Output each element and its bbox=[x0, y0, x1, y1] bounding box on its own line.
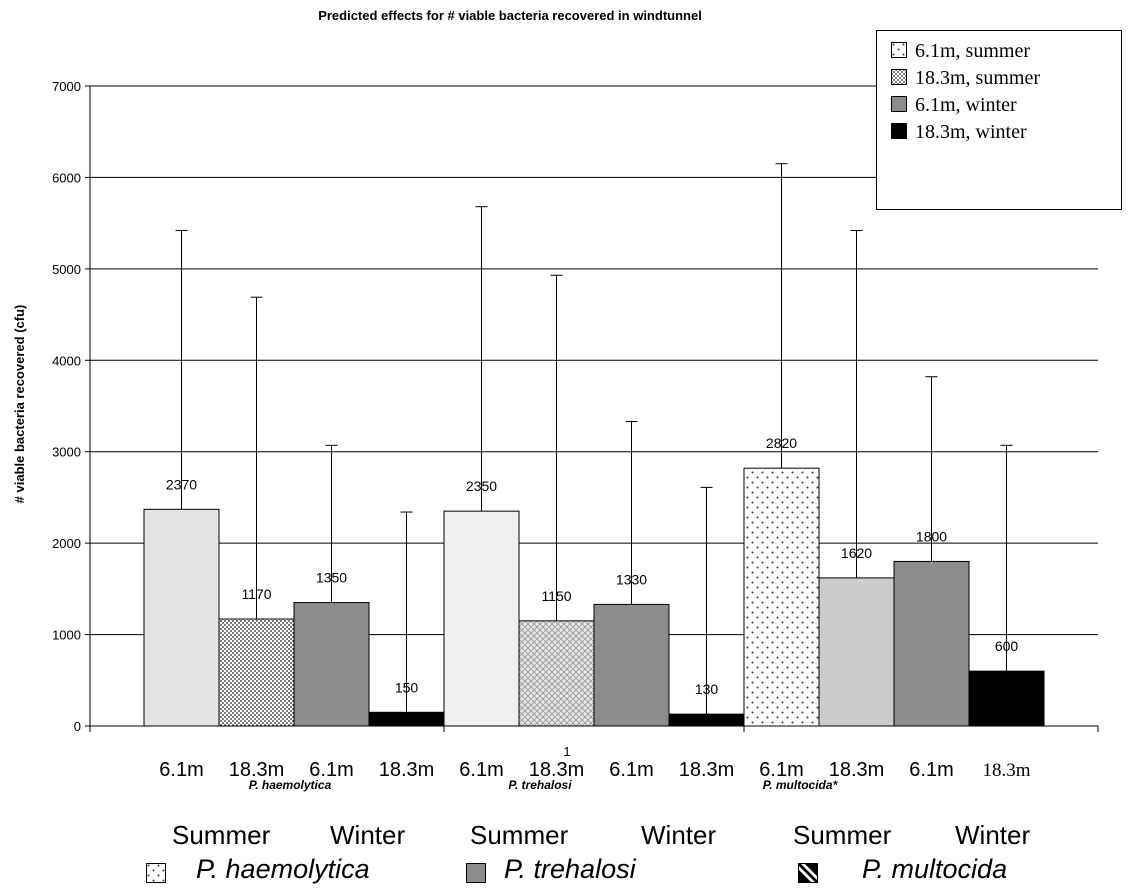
species-legend-row: P. haemolytica P. trehalosi P. multocida bbox=[0, 854, 1128, 888]
bar bbox=[818, 577, 895, 727]
x-tick-label: 18.3m bbox=[679, 759, 735, 781]
legend-swatch-dense-dots bbox=[891, 69, 907, 85]
bar bbox=[143, 508, 220, 727]
bars bbox=[143, 467, 1045, 727]
group-label: P. trehalosi bbox=[508, 778, 572, 792]
bar bbox=[893, 560, 970, 727]
species-swatch-diagonal bbox=[798, 863, 818, 883]
x-tick-label: 18.3m bbox=[229, 759, 285, 781]
y-axis-label: # viable bacteria recovered (cfu) bbox=[12, 305, 27, 504]
season-label-summer: Summer bbox=[793, 820, 892, 850]
group-label: P. haemolytica bbox=[249, 778, 332, 792]
y-tick-label: 1000 bbox=[52, 628, 81, 643]
legend-item-18-3m-summer: 18.3m, summer bbox=[877, 66, 1123, 90]
x-tick-label: 18.3m bbox=[379, 759, 435, 781]
bar bbox=[743, 467, 820, 727]
x-tick-label: 6.1m bbox=[309, 759, 353, 781]
bar bbox=[293, 602, 370, 727]
group-label: P. multocida* bbox=[763, 778, 839, 792]
data-label: 600 bbox=[995, 638, 1019, 654]
season-label-winter: Winter bbox=[955, 820, 1031, 850]
species-swatch-sparse-dots bbox=[146, 863, 166, 883]
x-tick-label: 6.1m bbox=[159, 759, 203, 781]
data-label: 2370 bbox=[166, 476, 197, 492]
y-tick-label: 7000 bbox=[52, 79, 81, 94]
x-axis-midpoint-label: 1 bbox=[563, 744, 570, 759]
bar bbox=[968, 670, 1045, 727]
y-tick-label: 3000 bbox=[52, 445, 81, 460]
bar bbox=[443, 510, 520, 727]
chart-title: Predicted effects for # viable bacteria … bbox=[318, 8, 702, 23]
error-bars bbox=[175, 163, 1013, 715]
y-tick-label: 2000 bbox=[52, 536, 81, 551]
x-tick-label: 6.1m bbox=[909, 759, 953, 781]
legend-item-18-3m-winter: 18.3m, winter bbox=[877, 120, 1123, 144]
legend-label: 6.1m, winter bbox=[915, 94, 1017, 116]
legend-swatch-gray bbox=[891, 96, 907, 112]
data-label: 2350 bbox=[466, 478, 497, 494]
season-label-summer: Summer bbox=[172, 820, 271, 850]
x-tick-label: 6.1m bbox=[759, 759, 803, 781]
bar bbox=[368, 711, 445, 727]
y-tick-label: 4000 bbox=[52, 353, 81, 368]
x-tick-label: 6.1m bbox=[609, 759, 653, 781]
species-label-trehalosi: P. trehalosi bbox=[504, 854, 636, 884]
data-label: 1800 bbox=[916, 528, 947, 544]
legend-item-6-1m-summer: 6.1m, summer bbox=[877, 39, 1123, 63]
x-tick-label: 18.3m bbox=[982, 760, 1030, 781]
legend-swatch-black bbox=[891, 123, 907, 139]
x-axis-ticks: 6.1m 18.3m 6.1m 18.3m 6.1m 18.3m 6.1m 18.3m 6.1m… bbox=[89, 726, 1099, 792]
bar bbox=[668, 713, 745, 727]
x-tick-label: 18.3m bbox=[529, 759, 585, 781]
season-label-summer: Summer bbox=[470, 820, 569, 850]
bar bbox=[593, 603, 670, 727]
bar bbox=[218, 618, 295, 727]
data-labels: 2370 1170 1350 150 2350 1150 1330 130 2820 1620 18… bbox=[166, 435, 1018, 697]
season-labels-row: Summer Winter Summer Winter Summer Winte… bbox=[0, 820, 1128, 854]
data-label: 2820 bbox=[766, 435, 797, 451]
legend-label: 6.1m, summer bbox=[915, 40, 1030, 62]
x-tick-label: 18.3m bbox=[829, 759, 885, 781]
season-label-winter: Winter bbox=[641, 820, 717, 850]
data-label: 150 bbox=[395, 679, 419, 695]
data-label: 1170 bbox=[241, 586, 271, 602]
bar bbox=[518, 620, 595, 727]
x-tick-label: 6.1m bbox=[459, 759, 503, 781]
data-label: 130 bbox=[695, 681, 719, 697]
species-label-haemolytica: P. haemolytica bbox=[196, 854, 370, 884]
y-tick-label: 5000 bbox=[52, 262, 81, 277]
y-tick-label: 6000 bbox=[52, 170, 81, 185]
legend: 6.1m, summer 18.3m, summer 6.1m, winter … bbox=[876, 30, 1122, 210]
season-label-winter: Winter bbox=[330, 820, 406, 850]
data-label: 1350 bbox=[316, 570, 347, 586]
species-swatch-gray bbox=[466, 863, 486, 883]
data-label: 1150 bbox=[541, 588, 571, 604]
legend-item-6-1m-winter: 6.1m, winter bbox=[877, 93, 1123, 117]
y-tick-label: 0 bbox=[74, 719, 81, 734]
data-label: 1330 bbox=[616, 571, 647, 587]
legend-swatch-sparse-dots bbox=[891, 42, 907, 58]
legend-label: 18.3m, summer bbox=[915, 67, 1040, 89]
species-label-multocida: P. multocida bbox=[862, 854, 1008, 884]
y-axis-ticks: 0 1000 2000 3000 4000 5000 6000 7000 bbox=[52, 79, 90, 734]
data-label: 1620 bbox=[841, 545, 872, 561]
legend-label: 18.3m, winter bbox=[915, 121, 1027, 143]
